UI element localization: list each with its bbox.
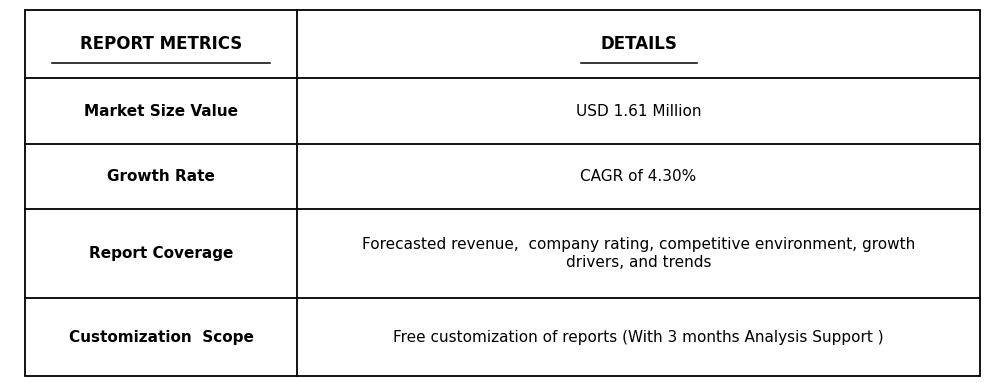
Text: Customization  Scope: Customization Scope [68, 330, 253, 345]
Text: DETAILS: DETAILS [600, 35, 677, 53]
Text: Market Size Value: Market Size Value [84, 104, 238, 119]
Text: Report Coverage: Report Coverage [89, 246, 233, 261]
Text: Growth Rate: Growth Rate [108, 169, 215, 184]
Text: CAGR of 4.30%: CAGR of 4.30% [581, 169, 696, 184]
Text: Forecasted revenue,  company rating, competitive environment, growth
drivers, an: Forecasted revenue, company rating, comp… [362, 237, 916, 270]
Text: Free customization of reports (With 3 months Analysis Support ): Free customization of reports (With 3 mo… [393, 330, 883, 345]
Text: REPORT METRICS: REPORT METRICS [80, 35, 242, 53]
Text: USD 1.61 Million: USD 1.61 Million [576, 104, 701, 119]
